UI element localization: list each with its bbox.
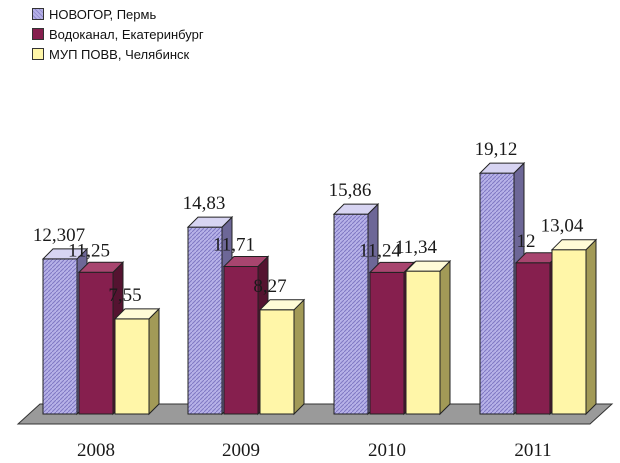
legend-item-novogor: НОВОГОР, Пермь [32, 4, 204, 24]
bar-2009-s1 [223, 265, 259, 415]
value-label-2011-s1: 12 [517, 231, 536, 252]
category-label-2009: 2009 [222, 440, 260, 461]
bar-top-2009-s1 [222, 255, 270, 267]
bar-2008-s0 [42, 258, 78, 415]
value-label-2008-s2: 7,55 [108, 285, 141, 306]
legend-label: НОВОГОР, Пермь [49, 6, 157, 22]
bar-top-2008-s0 [41, 248, 89, 260]
bar-side-2009-s2 [293, 298, 305, 416]
value-label-2008-s1: 11,25 [68, 240, 110, 261]
bar-2009-s2 [259, 309, 295, 415]
bar-2009-s0 [187, 226, 223, 415]
bar-top-2010-s0 [332, 203, 380, 215]
bar-side-2008-s2 [148, 307, 160, 416]
bar-top-2008-s2 [113, 308, 161, 320]
legend-item-vodokanal: Водоканал, Екатеринбург [32, 24, 204, 44]
value-labels-group: 12,30711,257,5514,8311,718,2715,8611,241… [33, 139, 584, 306]
bars-group [41, 161, 598, 416]
bar-top-2009-s2 [258, 299, 306, 311]
value-label-2010-s0: 15,86 [329, 180, 372, 201]
bar-top-2009-s0 [186, 216, 234, 228]
bar-2008-s2 [114, 318, 150, 415]
value-label-2009-s2: 8,27 [253, 276, 286, 297]
value-label-2008-s0: 12,307 [33, 225, 85, 246]
category-label-2008: 2008 [77, 440, 115, 461]
bar-2011-s0 [479, 172, 515, 415]
bar-top-2011-s2 [550, 239, 598, 251]
legend-swatch [32, 28, 44, 40]
bar-side-2011-s2 [585, 238, 597, 416]
value-label-2009-s0: 14,83 [183, 193, 226, 214]
legend-label: МУП ПОВВ, Челябинск [49, 46, 190, 62]
bar-2011-s2 [551, 249, 587, 415]
legend-swatch [32, 48, 44, 60]
bar-2010-s0 [333, 213, 369, 415]
bar-top-2010-s1 [368, 261, 416, 273]
value-label-2010-s1: 11,24 [359, 240, 402, 261]
legend-label: Водоканал, Екатеринбург [49, 26, 204, 42]
category-label-2010: 2010 [368, 440, 406, 461]
category-label-2011: 2011 [514, 440, 551, 461]
bar-top-2011-s0 [478, 162, 526, 174]
value-label-2009-s1: 11,71 [213, 234, 255, 255]
legend-swatch [32, 8, 44, 20]
value-label-2010-s2: 11,34 [395, 237, 438, 258]
bar-2010-s2 [405, 270, 441, 415]
bar-2008-s1 [78, 271, 114, 415]
value-label-2011-s2: 13,04 [541, 216, 584, 237]
legend: НОВОГОР, Пермь Водоканал, Екатеринбург М… [32, 4, 204, 64]
bar-2010-s1 [369, 271, 405, 415]
bar-2011-s1 [515, 262, 551, 415]
legend-item-mup-povv: МУП ПОВВ, Челябинск [32, 44, 204, 64]
bar-side-2010-s2 [439, 259, 451, 416]
category-labels-group: 2008 2009 2010 2011 [77, 440, 552, 461]
value-label-2011-s0: 19,12 [475, 139, 518, 160]
bar-top-2010-s2 [404, 260, 452, 272]
bar-top-2008-s1 [77, 261, 125, 273]
